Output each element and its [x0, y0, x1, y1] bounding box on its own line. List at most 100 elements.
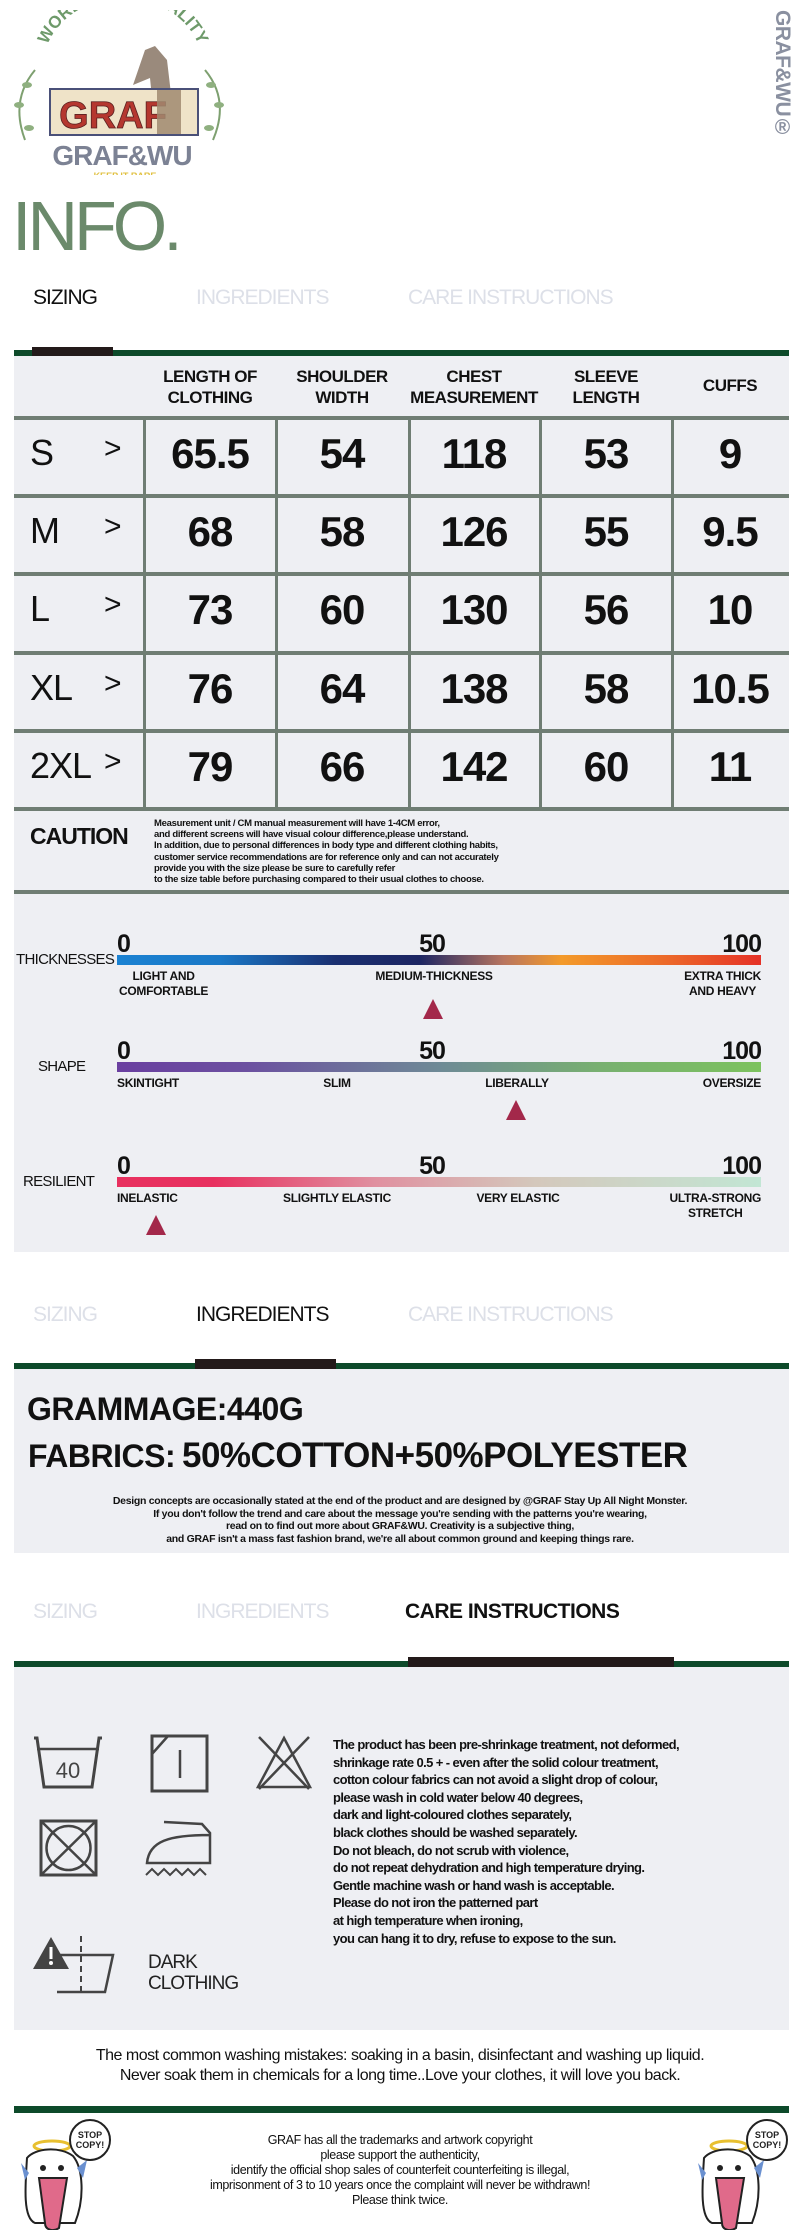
tab-sizing[interactable]: SIZING — [33, 286, 98, 309]
table-cell: 68 — [187, 508, 234, 555]
table-column-divider — [143, 418, 146, 809]
tab-ingredients[interactable]: INGREDIENTS — [196, 286, 330, 309]
care-panel — [14, 1667, 789, 2030]
svg-text:WORLDWIDE QUALITY: WORLDWIDE QUALITY — [34, 10, 212, 47]
table-cell: 9 — [718, 430, 742, 477]
size-label: L — [30, 588, 50, 629]
scale-label: SKINTIGHT — [117, 1076, 179, 1090]
table-cell: 56 — [583, 586, 630, 633]
dark-clothing-label: DARK CLOTHING — [148, 1952, 239, 1994]
section-divider — [14, 350, 789, 356]
caution-divider — [14, 890, 789, 894]
scale-label: OVERSIZE — [702, 1076, 762, 1090]
table-cell: 55 — [583, 508, 630, 555]
table-column-divider — [275, 418, 278, 809]
scale-tick-100: 100 — [722, 1152, 762, 1180]
row-arrow-icon: > — [104, 432, 122, 465]
tab-ingredients[interactable]: INGREDIENTS — [196, 1600, 330, 1623]
brand-logo: WORLDWIDE QUALITY GRAF GRAF&WU KEEP IT R… — [5, 0, 233, 181]
scale-label: VERY ELASTIC — [476, 1191, 560, 1205]
table-cell: 58 — [583, 665, 630, 712]
table-cell: 66 — [319, 743, 366, 790]
row-arrow-icon: > — [104, 588, 122, 621]
caution-text: Measurement unit / CM manual measurement… — [154, 818, 499, 886]
vertical-brand-mark: GRAF&WU® — [771, 10, 794, 139]
scale-label: LIGHT AND COMFORTABLE — [119, 969, 209, 998]
page-title: INFO. — [12, 187, 183, 265]
svg-text:GRAF: GRAF — [59, 95, 167, 137]
svg-text:KEEP IT RARE: KEEP IT RARE — [94, 171, 157, 175]
scale-marker-icon — [506, 1100, 527, 1120]
tab-care-instructions[interactable]: CARE INSTRUCTIONS — [408, 1303, 614, 1326]
table-cell: 73 — [187, 586, 234, 633]
scale-tick-50: 50 — [419, 1152, 446, 1180]
table-cell: 60 — [583, 743, 630, 790]
active-tab-indicator — [195, 1359, 336, 1372]
tab-sizing[interactable]: SIZING — [33, 1600, 98, 1623]
scale-tick-50: 50 — [419, 930, 446, 958]
scale-tick-0: 0 — [117, 1152, 131, 1180]
wash-40-icon: 40 — [32, 1735, 104, 1790]
scale-tick-50: 50 — [419, 1037, 446, 1065]
table-cell: 11 — [708, 743, 752, 790]
fabrics-value: 50%COTTON+50%POLYESTER — [182, 1436, 688, 1475]
scale-label: MEDIUM-THICKNESS — [375, 969, 493, 983]
scale-label: EXTRA THICK AND HEAVY — [684, 969, 761, 998]
table-row-divider — [14, 807, 789, 811]
table-cell: 76 — [187, 665, 234, 712]
column-header: CHEST MEASUREMENT — [410, 367, 538, 407]
table-row-divider — [14, 494, 789, 498]
table-cell: 9.5 — [702, 508, 758, 555]
scale-tick-100: 100 — [722, 930, 762, 958]
table-cell: 130 — [440, 586, 508, 633]
stop-copy-ghost-left: STOP COPY! — [15, 2118, 111, 2232]
table-cell: 142 — [440, 743, 508, 790]
table-column-divider — [671, 418, 674, 809]
table-cell: 126 — [440, 508, 508, 555]
care-instructions-text: The product has been pre-shrinkage treat… — [333, 1737, 680, 1946]
column-header: LENGTH OF CLOTHING — [163, 367, 257, 407]
scale-label: ULTRA-STRONG STRETCH — [669, 1191, 762, 1220]
grammage: GRAMMAGE:440G — [27, 1391, 304, 1427]
section-divider — [14, 1363, 789, 1369]
row-arrow-icon: > — [104, 510, 122, 543]
tab-sizing[interactable]: SIZING — [33, 1303, 98, 1326]
table-row-divider — [14, 572, 789, 576]
do-not-bleach-icon — [255, 1735, 313, 1791]
stop-copy-ghost-right: STOP COPY! — [692, 2118, 788, 2232]
washing-mistakes-text: The most common washing mistakes: soakin… — [95, 2047, 705, 2084]
tab-care-instructions[interactable]: CARE INSTRUCTIONS — [405, 1600, 620, 1623]
size-label: M — [30, 510, 60, 551]
column-header: SHOULDER WIDTH — [296, 367, 388, 407]
table-row-divider — [14, 729, 789, 733]
table-row-divider — [14, 416, 789, 420]
scale-tick-100: 100 — [722, 1037, 762, 1065]
table-cell: 10.5 — [691, 665, 770, 712]
scale-label: SLIGHTLY ELASTIC — [283, 1191, 391, 1205]
table-cell: 58 — [319, 508, 366, 555]
scale-label: INELASTIC — [117, 1191, 178, 1205]
table-cell: 79 — [187, 743, 234, 790]
fabrics-label: FABRICS: — [28, 1438, 176, 1474]
scale-gradient-bar — [117, 955, 761, 965]
table-cell: 10 — [707, 586, 754, 633]
tab-care-instructions[interactable]: CARE INSTRUCTIONS — [408, 286, 614, 309]
caution-title: CAUTION — [30, 823, 129, 849]
scale-label: LIBERALLY — [485, 1076, 549, 1090]
scale-marker-icon — [145, 1215, 166, 1235]
scale-gradient-bar — [117, 1062, 761, 1072]
scale-gradient-bar — [117, 1177, 761, 1187]
size-label: 2XL — [30, 745, 92, 786]
tab-ingredients[interactable]: INGREDIENTS — [196, 1303, 330, 1326]
design-note: Design concepts are occasionally stated … — [112, 1495, 688, 1545]
table-column-divider — [539, 418, 542, 809]
dark-clothing-warning-icon — [33, 1934, 117, 1994]
table-cell: 60 — [319, 586, 366, 633]
column-header: SLEEVE LENGTH — [572, 367, 640, 407]
table-cell: 64 — [319, 665, 366, 712]
table-cell: 65.5 — [171, 430, 250, 477]
column-header: CUFFS — [702, 376, 758, 395]
table-row-divider — [14, 651, 789, 655]
scale-name: SHAPE — [38, 1058, 86, 1075]
